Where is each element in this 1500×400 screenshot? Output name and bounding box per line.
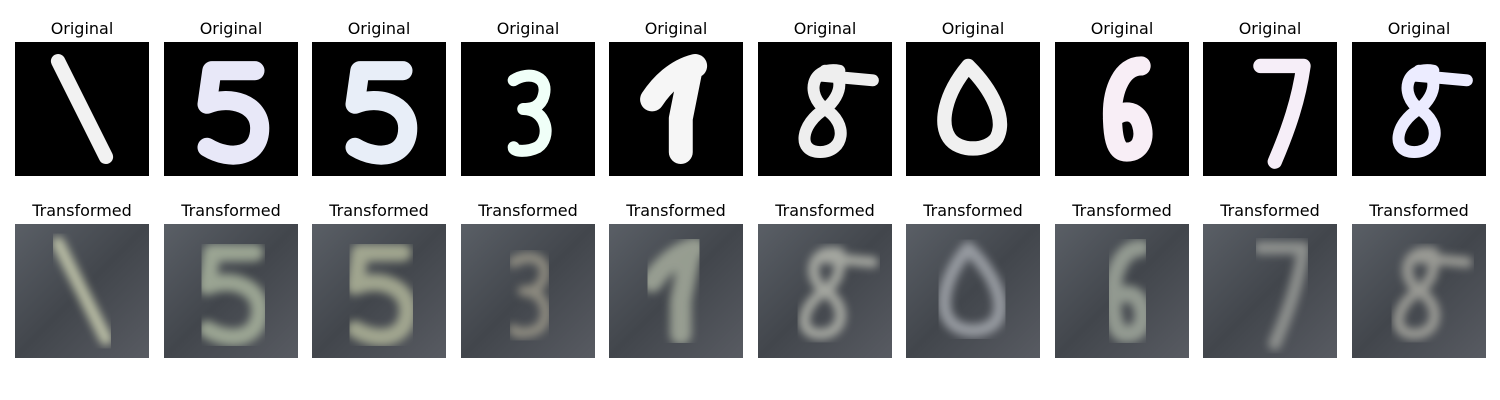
original-digit-image	[15, 42, 149, 176]
original-cell: Original	[609, 18, 743, 176]
original-label: Original	[1090, 19, 1154, 38]
original-digit-image	[758, 42, 892, 176]
digit-1-stroke	[50, 53, 114, 165]
digit-5-stroke	[346, 244, 417, 346]
original-label: Original	[1238, 19, 1302, 38]
original-digit-image	[1055, 42, 1189, 176]
original-digit-image	[461, 42, 595, 176]
original-cell: Original	[1055, 18, 1189, 176]
digit-7-stroke	[1253, 241, 1310, 351]
digit-5-stroke	[345, 61, 418, 165]
transformed-label: Transformed	[478, 201, 578, 220]
transformed-label: Transformed	[775, 201, 875, 220]
transformed-digit-image	[461, 224, 595, 358]
transformed-cell: Transformed	[461, 200, 595, 358]
transformed-cell: Transformed	[15, 200, 149, 358]
digit-1-stroke	[51, 236, 113, 346]
transformed-cell: Transformed	[312, 200, 446, 358]
digit-3-stroke	[508, 252, 551, 339]
original-digit-image	[1203, 42, 1337, 176]
original-label: Original	[199, 19, 263, 38]
original-digit-image	[312, 42, 446, 176]
transformed-digit-image	[1352, 224, 1486, 358]
transformed-cell: Transformed	[1352, 200, 1486, 358]
transformed-digit-image	[312, 224, 446, 358]
digit-8-stroke	[799, 246, 879, 340]
digit-0-stroke	[937, 58, 1008, 156]
transformed-digit-image	[1055, 224, 1189, 358]
original-label: Original	[793, 19, 857, 38]
transformed-cell: Transformed	[609, 200, 743, 358]
digit-5-stroke	[198, 244, 269, 346]
original-cell: Original	[758, 18, 892, 176]
original-cell: Original	[312, 18, 446, 176]
original-cell: Original	[1203, 18, 1337, 176]
original-label: Original	[347, 19, 411, 38]
transformed-digit-image	[1203, 224, 1337, 358]
transformed-digit-image	[164, 224, 298, 358]
digit-5-stroke	[197, 61, 270, 165]
transformed-label: Transformed	[32, 201, 132, 220]
original-label: Original	[644, 19, 708, 38]
digit-1-stroke	[641, 237, 706, 345]
digit-0-stroke	[938, 241, 1007, 337]
transformed-label: Transformed	[1220, 201, 1320, 220]
transformed-cell: Transformed	[906, 200, 1040, 358]
original-digit-image	[906, 42, 1040, 176]
digit-8-stroke	[1393, 246, 1473, 340]
original-cell: Original	[1352, 18, 1486, 176]
digit-7-stroke	[1253, 58, 1311, 169]
transformed-cell: Transformed	[1055, 200, 1189, 358]
original-digit-image	[1352, 42, 1486, 176]
original-label: Original	[50, 19, 114, 38]
transformed-digit-image	[758, 224, 892, 358]
original-digit-image	[609, 42, 743, 176]
transformed-cell: Transformed	[1203, 200, 1337, 358]
original-cell: Original	[15, 18, 149, 176]
transformed-digit-image	[906, 224, 1040, 358]
transformed-cell: Transformed	[758, 200, 892, 358]
original-cell: Original	[906, 18, 1040, 176]
digit-1-stroke	[640, 53, 708, 165]
digit-3-stroke	[507, 69, 552, 157]
transformed-cell: Transformed	[164, 200, 298, 358]
transformed-digit-image	[15, 224, 149, 358]
transformed-label: Transformed	[923, 201, 1023, 220]
digit-6-stroke	[1103, 239, 1152, 343]
digit-8-stroke	[1392, 64, 1473, 159]
digit-6-stroke	[1102, 56, 1153, 162]
original-cell: Original	[461, 18, 595, 176]
digit-8-stroke	[798, 64, 879, 159]
original-label: Original	[941, 19, 1005, 38]
transformed-digit-image	[609, 224, 743, 358]
original-cell: Original	[164, 18, 298, 176]
transformed-label: Transformed	[181, 201, 281, 220]
transformed-label: Transformed	[1369, 201, 1469, 220]
transformed-label: Transformed	[1072, 201, 1172, 220]
transformed-label: Transformed	[329, 201, 429, 220]
original-label: Original	[1387, 19, 1451, 38]
original-label: Original	[496, 19, 560, 38]
original-digit-image	[164, 42, 298, 176]
transformed-label: Transformed	[626, 201, 726, 220]
